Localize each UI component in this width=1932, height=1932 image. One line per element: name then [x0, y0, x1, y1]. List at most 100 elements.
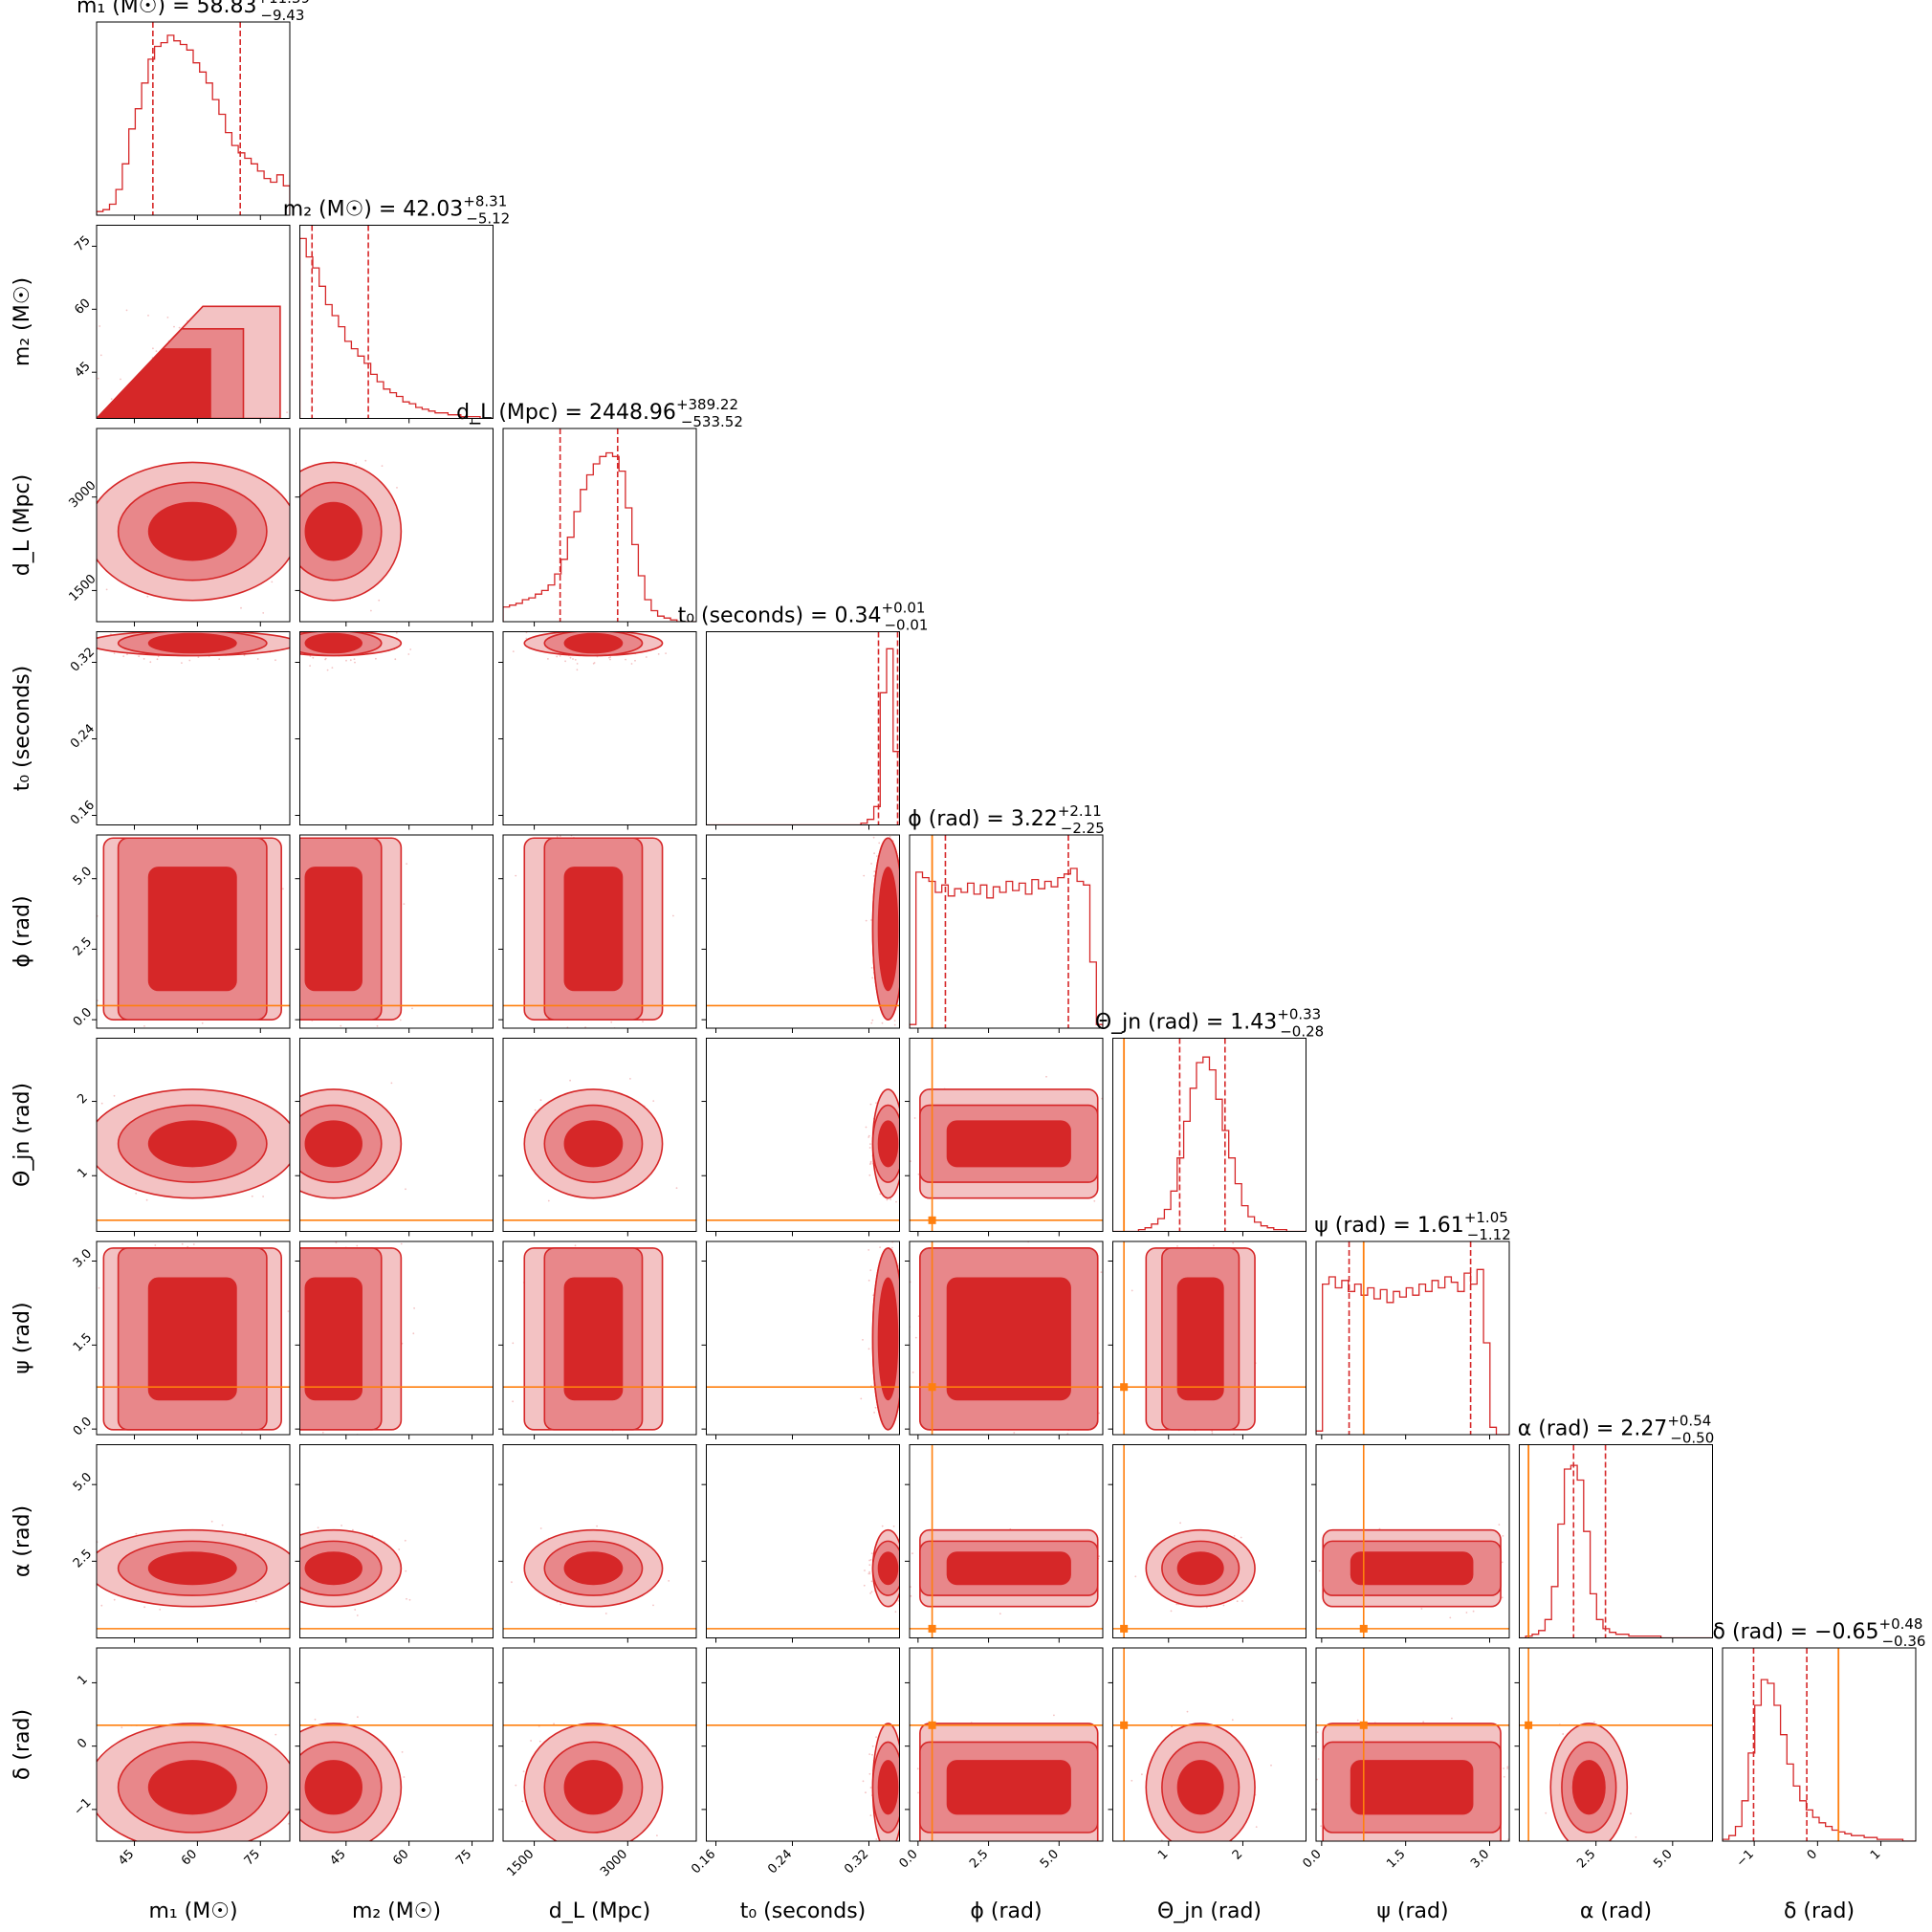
sample-point: [625, 658, 626, 661]
panel-delta-vs-t0: 0.16 0.24 0.32: [689, 1647, 903, 1877]
sample-point: [321, 1432, 324, 1434]
sample-point: [1540, 1589, 1542, 1591]
sample-point: [163, 799, 165, 801]
sample-point: [293, 1831, 295, 1833]
sample-point: [340, 822, 341, 823]
sample-point: [293, 1446, 295, 1448]
sample-point: [901, 1805, 903, 1807]
sample-point: [378, 599, 381, 602]
sample-point: [662, 802, 664, 804]
sample-point: [97, 377, 99, 380]
sample-point: [1524, 1535, 1526, 1537]
sample-point: [1100, 1271, 1103, 1273]
sample-point: [904, 1137, 906, 1139]
sample-point: [854, 1290, 856, 1292]
panel-delta-vs-phi: 0.0 2.5 5.0: [896, 1647, 1104, 1871]
sample-point: [1109, 1400, 1111, 1402]
sample-point: [902, 881, 904, 883]
panel-dL-vs-m2: [295, 428, 494, 626]
sample-point: [325, 777, 327, 779]
sample-point: [539, 1527, 542, 1529]
sample-point: [870, 1021, 873, 1024]
sample-point: [903, 1583, 905, 1585]
sample-point: [156, 658, 159, 661]
sample-point: [286, 632, 288, 634]
sample-point: [350, 1049, 352, 1051]
sample-point: [412, 1332, 415, 1335]
sample-point: [242, 775, 244, 777]
sample-point: [613, 818, 615, 820]
sample-point: [515, 1784, 517, 1787]
sample-point: [1013, 1432, 1016, 1434]
sample-point: [234, 1228, 236, 1230]
sample-point: [63, 1769, 65, 1771]
sample-point: [95, 560, 97, 561]
sample-point: [867, 1134, 870, 1137]
sample-point: [900, 1582, 902, 1584]
sample-point: [294, 1296, 296, 1298]
sample-point: [888, 1844, 889, 1846]
sample-point: [911, 843, 913, 845]
sample-point: [1213, 1244, 1215, 1247]
sample-point: [884, 1854, 886, 1855]
sample-point: [1114, 1101, 1116, 1103]
sample-point: [345, 659, 347, 662]
sample-point: [405, 1570, 407, 1572]
sample-point: [198, 623, 200, 625]
sample-point: [178, 326, 181, 329]
sample-point: [357, 1716, 359, 1719]
sample-point: [559, 835, 561, 838]
sample-point: [902, 947, 904, 949]
sample-point: [274, 1238, 275, 1240]
y-tick-label: 2.5: [71, 1547, 95, 1570]
sample-point: [905, 1107, 907, 1109]
sample-point: [171, 820, 173, 822]
sample-point: [874, 1406, 877, 1409]
sample-point: [902, 1177, 904, 1179]
sample-point: [905, 1557, 907, 1559]
sample-point: [868, 1328, 870, 1330]
sample-point: [130, 1058, 132, 1060]
sample-point: [548, 1228, 550, 1230]
sample-point: [633, 1224, 635, 1226]
sample-point: [296, 1394, 297, 1395]
sample-point: [88, 894, 90, 896]
sample-point: [99, 325, 101, 327]
sample-point: [183, 1224, 185, 1226]
sample-point: [155, 443, 157, 445]
sample-point: [901, 1142, 903, 1144]
sample-point: [93, 1791, 95, 1793]
sample-point: [862, 1339, 864, 1341]
sample-point: [881, 1473, 883, 1475]
sample-point: [903, 1315, 905, 1317]
sample-point: [288, 1090, 290, 1092]
sample-point: [589, 629, 591, 631]
sample-point: [262, 612, 265, 614]
sample-point: [863, 1584, 866, 1587]
panel-psi-vs-theta: [1108, 1240, 1306, 1439]
sample-point: [903, 1584, 905, 1586]
sample-point: [342, 1842, 344, 1844]
sample-point: [251, 1195, 253, 1197]
sample-point: [645, 656, 648, 658]
panel-frame: [502, 1444, 697, 1638]
sample-point: [330, 1447, 332, 1449]
sample-point: [159, 1609, 162, 1611]
sample-point: [873, 870, 876, 873]
sample-point: [292, 1583, 294, 1585]
sample-point: [652, 1100, 655, 1102]
sample-point: [179, 765, 181, 767]
histogram-theta: [1112, 1056, 1306, 1232]
sample-point: [69, 1823, 71, 1825]
sample-point: [217, 1225, 219, 1227]
sample-point: [296, 560, 298, 562]
sample-point: [223, 454, 225, 456]
sample-point: [132, 619, 134, 621]
sample-point: [404, 1539, 406, 1542]
sample-point: [143, 658, 145, 660]
sample-point: [340, 769, 341, 771]
sample-point: [901, 875, 903, 877]
sample-point: [638, 1033, 640, 1035]
sample-point: [361, 1438, 362, 1439]
panel-alpha-vs-alpha: [1519, 1444, 1713, 1643]
